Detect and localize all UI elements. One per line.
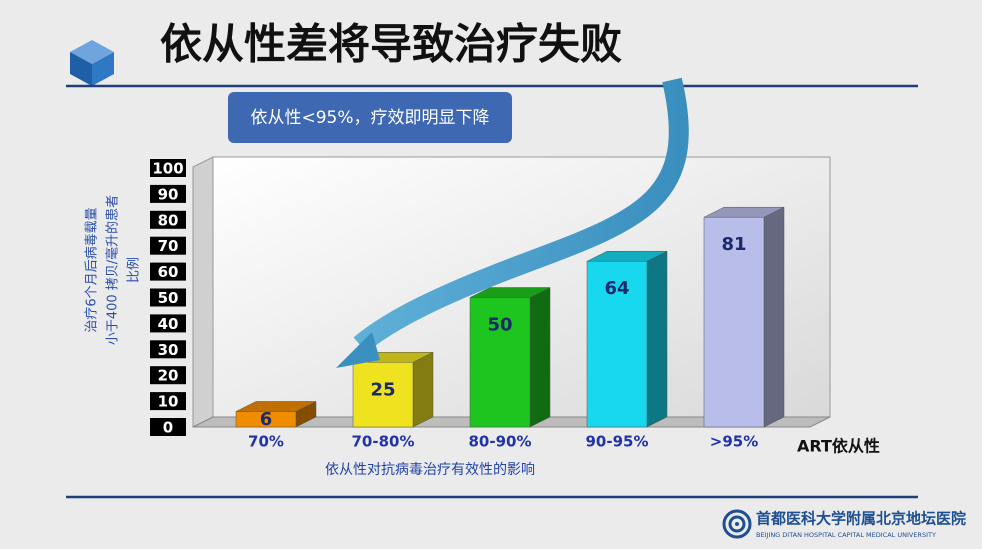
y-tick-label: 60 [158,263,179,281]
slide-title: 依从性差将导致治疗失败 [160,20,622,69]
bar [586,260,648,428]
value-label: 81 [721,234,746,255]
bar-side [412,351,434,428]
hospital-name-en: BEIJING DITAN HOSPITAL CAPITAL MEDICAL U… [756,531,936,539]
x-axis-label: ART依从性 [797,437,880,456]
y-axis-label: 治疗6个月后病毒载量 [85,207,100,332]
value-label: 50 [487,315,512,336]
bar [703,216,765,428]
bar [469,297,531,428]
y-tick-box [150,340,186,359]
bar-side [529,287,551,428]
y-tick-box [150,159,186,177]
x-tick-label: >95% [710,433,758,451]
y-tick-box [150,288,186,307]
y-tick-box [150,236,186,255]
y-tick-label: 20 [158,367,179,385]
arrow-head [336,332,380,368]
y-tick-label: 10 [158,393,179,411]
chart-caption: 依从性对抗病毒治疗有效性的影响 [325,462,535,478]
hospital-logo [722,509,752,539]
cube-icon [70,40,114,86]
y-tick-box [150,314,186,333]
callout-text: 依从性<95%，疗效即明显下降 [250,108,489,128]
callout-box [228,92,512,143]
value-label: 64 [604,278,629,299]
y-tick-label: 50 [158,289,179,307]
value-label: 6 [260,409,273,430]
y-tick-box [150,184,186,203]
trend-arrow [353,77,689,353]
y-tick-label: 90 [158,185,179,203]
x-tick-label: 80-90% [468,433,531,451]
y-tick-label: 80 [158,211,179,229]
y-axis-label: 比例 [127,257,142,283]
y-tick-label: 0 [163,419,173,437]
y-axis-label: 小于400 拷贝/毫升的患者 [105,195,121,345]
y-tick-box [150,366,186,385]
x-tick-label: 70% [248,433,284,451]
y-tick-label: 40 [158,315,179,333]
bar-side [763,206,785,428]
side-wall [192,156,214,428]
y-tick-label: 100 [152,160,183,178]
bar [352,362,414,428]
y-tick-box [150,210,186,229]
y-tick-label: 30 [158,341,179,359]
bar [235,411,297,428]
hospital-name: 首都医科大学附属北京地坛医院 [756,510,966,528]
y-tick-box [150,418,186,436]
y-tick-box [150,392,186,411]
x-tick-label: 70-80% [351,433,414,451]
y-tick-box [150,262,186,281]
x-tick-label: 90-95% [585,433,648,451]
value-label: 25 [370,379,395,400]
y-tick-label: 70 [158,237,179,255]
bar-side [646,250,668,428]
